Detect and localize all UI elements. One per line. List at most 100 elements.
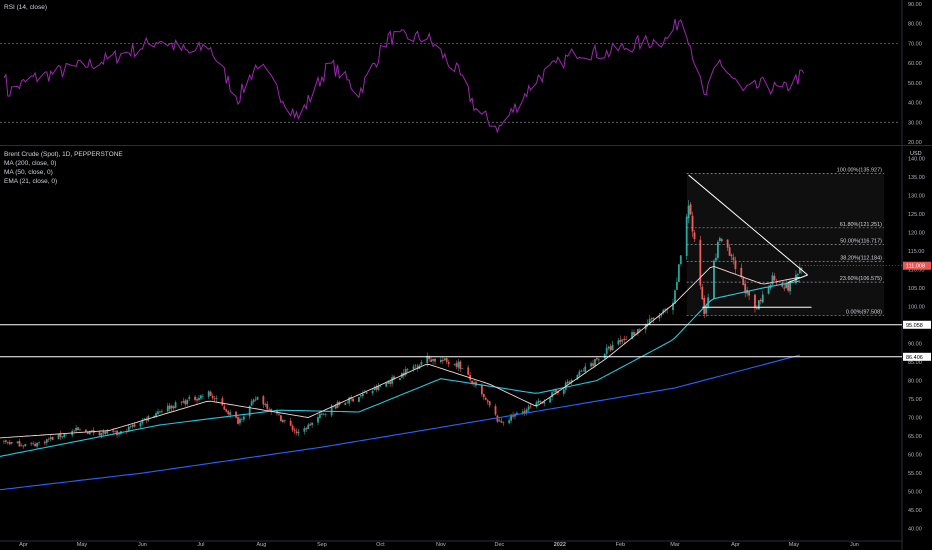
candle-down[interactable] [800, 268, 803, 270]
candle-up[interactable] [155, 413, 157, 417]
candle-down[interactable] [689, 204, 692, 215]
candle-up[interactable] [621, 339, 624, 342]
candle-up[interactable] [166, 405, 169, 412]
candle-down[interactable] [262, 396, 265, 405]
candle-down[interactable] [742, 278, 745, 286]
candle-up[interactable] [426, 355, 429, 364]
candle-down[interactable] [529, 406, 532, 407]
candle-up[interactable] [200, 395, 202, 399]
candle-up[interactable] [63, 434, 66, 437]
candle-down[interactable] [280, 415, 282, 422]
candle-up[interactable] [348, 397, 351, 404]
candle-up[interactable] [674, 290, 676, 304]
candle-up[interactable] [57, 433, 60, 440]
candle-up[interactable] [603, 354, 606, 359]
candle-up[interactable] [439, 359, 442, 363]
candle-down[interactable] [759, 299, 762, 302]
candle-down[interactable] [486, 400, 489, 402]
rsi-line[interactable] [3, 18, 805, 134]
candle-up[interactable] [584, 366, 587, 372]
candle-up[interactable] [24, 444, 27, 446]
candle-up[interactable] [687, 205, 690, 219]
candle-up[interactable] [363, 392, 366, 393]
candle-up[interactable] [789, 281, 791, 292]
candle-up[interactable] [336, 402, 339, 408]
candle-up[interactable] [648, 319, 651, 325]
candle-up[interactable] [157, 411, 159, 414]
candle-down[interactable] [430, 359, 433, 362]
candle-up[interactable] [114, 431, 116, 432]
candle-down[interactable] [168, 405, 171, 410]
candle-up[interactable] [36, 442, 38, 447]
candle-up[interactable] [307, 424, 310, 430]
candle-down[interactable] [773, 275, 776, 281]
candle-down[interactable] [459, 361, 462, 370]
candle-down[interactable] [133, 424, 136, 427]
candle-up[interactable] [796, 274, 799, 276]
candle-down[interactable] [471, 380, 473, 385]
price-pane[interactable] [0, 199, 902, 491]
candle-down[interactable] [469, 374, 472, 380]
candle-up[interactable] [373, 387, 376, 391]
candle-up[interactable] [404, 369, 407, 375]
candle-up[interactable] [20, 445, 23, 447]
candle-down[interactable] [223, 406, 226, 410]
candle-down[interactable] [566, 381, 569, 384]
candle-up[interactable] [385, 383, 388, 387]
candle-up[interactable] [551, 392, 553, 398]
candle-up[interactable] [568, 381, 571, 384]
candle-up[interactable] [535, 402, 538, 408]
candle-up[interactable] [399, 378, 401, 381]
candle-up[interactable] [498, 420, 501, 422]
candle-up[interactable] [379, 386, 382, 388]
candle-down[interactable] [254, 399, 257, 401]
candle-down[interactable] [734, 260, 737, 269]
candle-up[interactable] [252, 399, 255, 403]
candle-up[interactable] [637, 329, 639, 334]
candle-up[interactable] [590, 363, 592, 367]
candle-down[interactable] [350, 397, 353, 399]
candle-down[interactable] [305, 428, 308, 430]
candle-down[interactable] [283, 420, 286, 422]
candle-up[interactable] [679, 255, 682, 265]
ma50-line[interactable] [0, 280, 800, 457]
candle-down[interactable] [291, 425, 294, 431]
candle-up[interactable] [521, 411, 524, 414]
candle-up[interactable] [713, 260, 715, 299]
candle-up[interactable] [453, 364, 456, 365]
candle-down[interactable] [582, 370, 585, 372]
candle-down[interactable] [209, 391, 212, 396]
candle-up[interactable] [281, 420, 284, 422]
candle-up[interactable] [359, 395, 362, 397]
candle-down[interactable] [447, 361, 450, 364]
candle-up[interactable] [61, 436, 64, 438]
candle-down[interactable] [480, 385, 483, 395]
candle-down[interactable] [389, 381, 392, 384]
candle-down[interactable] [295, 431, 298, 433]
candle-up[interactable] [617, 340, 620, 345]
candle-down[interactable] [266, 403, 269, 409]
candle-up[interactable] [406, 369, 409, 371]
candle-down[interactable] [129, 426, 132, 428]
candle-up[interactable] [461, 368, 464, 369]
candle-up[interactable] [578, 371, 581, 376]
candle-down[interactable] [441, 360, 444, 361]
triangle-upper-line[interactable] [688, 174, 808, 276]
candle-up[interactable] [662, 309, 665, 313]
candle-up[interactable] [16, 441, 19, 443]
candle-down[interactable] [500, 420, 503, 423]
candle-up[interactable] [527, 406, 530, 410]
candle-down[interactable] [4, 440, 7, 442]
candle-up[interactable] [242, 416, 245, 420]
candle-up[interactable] [761, 294, 764, 303]
candle-up[interactable] [798, 267, 801, 274]
candle-down[interactable] [161, 411, 163, 412]
candle-down[interactable] [225, 409, 228, 412]
candle-up[interactable] [240, 419, 243, 420]
candle-up[interactable] [250, 401, 253, 406]
candle-up[interactable] [672, 302, 674, 311]
candle-down[interactable] [455, 363, 458, 367]
candle-up[interactable] [664, 309, 667, 310]
candle-up[interactable] [457, 361, 460, 368]
